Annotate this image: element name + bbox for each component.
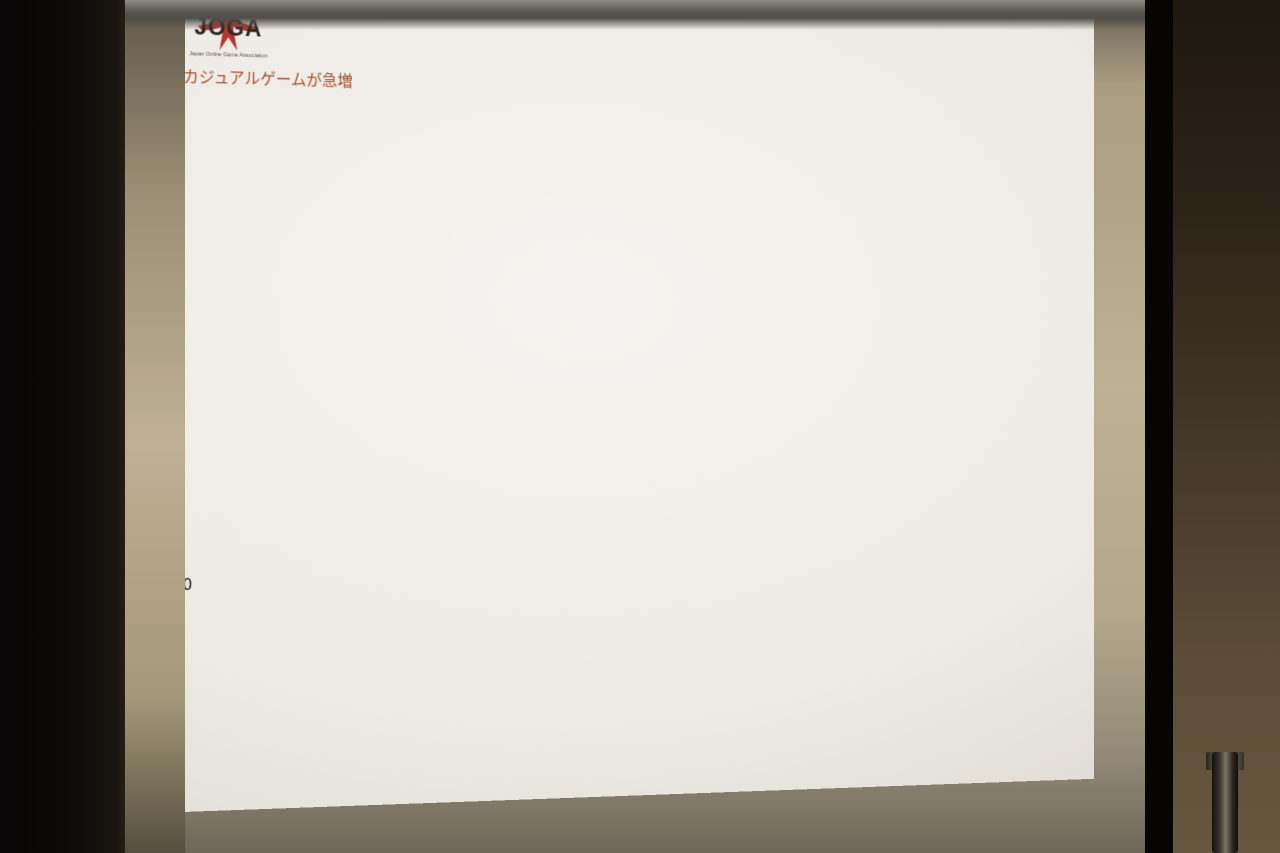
presentation-slide: 5 JOGA Japan Online Game Association カジュ… bbox=[183, 0, 1095, 812]
gridline bbox=[183, 579, 1094, 812]
screen-edge-strip bbox=[1145, 0, 1173, 853]
logo-caption: Japan Online Game Association bbox=[189, 51, 267, 59]
gridline bbox=[183, 87, 1094, 577]
slide-keystone-wrapper: 5 JOGA Japan Online Game Association カジュ… bbox=[183, 0, 1095, 812]
dark-curtain-left bbox=[0, 0, 125, 853]
screen-left-border bbox=[125, 0, 185, 853]
screen-top-shadow bbox=[125, 0, 1145, 30]
screen-right-border bbox=[1091, 0, 1145, 853]
stand-pole bbox=[1212, 752, 1238, 853]
wall-right bbox=[1173, 0, 1280, 853]
chart-plot: 0204060801001201401602011年381291412010年3… bbox=[183, 87, 1094, 812]
projection-screen: 5 JOGA Japan Online Game Association カジュ… bbox=[125, 0, 1145, 853]
